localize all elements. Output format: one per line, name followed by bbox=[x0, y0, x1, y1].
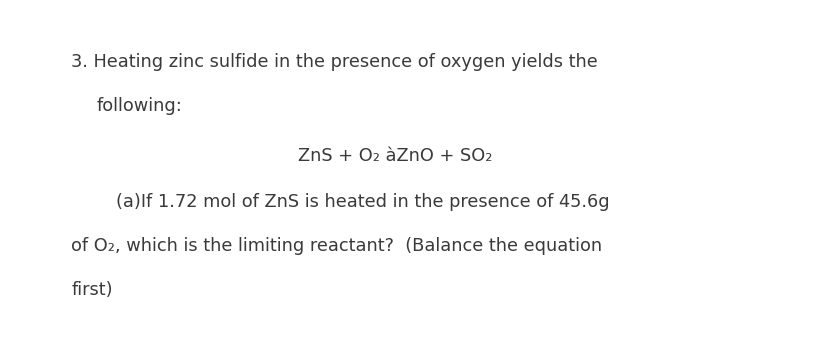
Text: ZnS + O₂ àZnO + SO₂: ZnS + O₂ àZnO + SO₂ bbox=[298, 147, 492, 165]
Text: (a)If 1.72 mol of ZnS is heated in the presence of 45.6g: (a)If 1.72 mol of ZnS is heated in the p… bbox=[71, 193, 610, 211]
Text: following:: following: bbox=[97, 97, 182, 115]
Text: first): first) bbox=[71, 281, 113, 299]
Text: of O₂, which is the limiting reactant?  (Balance the equation: of O₂, which is the limiting reactant? (… bbox=[71, 237, 602, 255]
Text: 3. Heating zinc sulfide in the presence of oxygen yields the: 3. Heating zinc sulfide in the presence … bbox=[71, 53, 598, 71]
